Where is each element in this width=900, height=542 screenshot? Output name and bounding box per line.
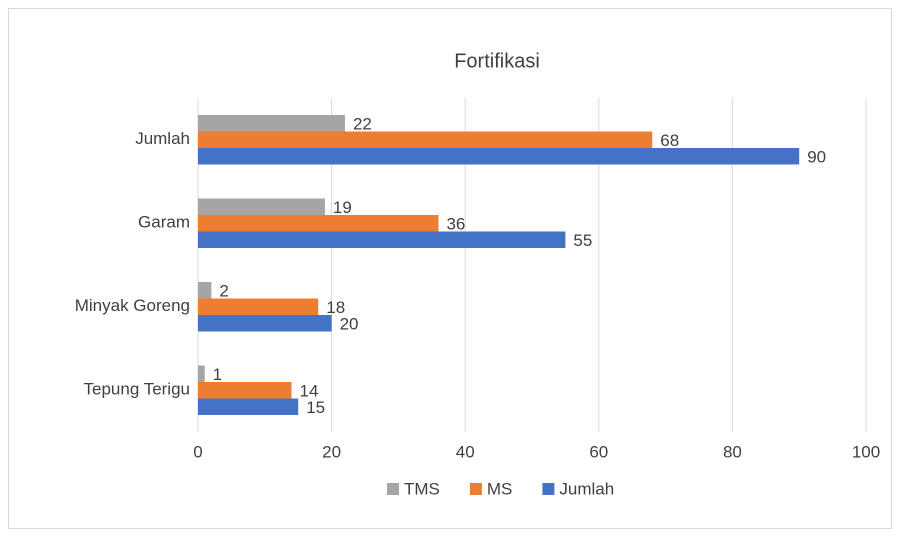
- chart-title: Fortifikasi: [454, 50, 540, 72]
- data-label: 2: [219, 282, 228, 301]
- bar: [198, 365, 205, 382]
- bar: [198, 131, 653, 148]
- legend-swatch: [469, 483, 482, 495]
- data-label: 18: [326, 298, 345, 317]
- x-tick-label: 60: [589, 442, 608, 461]
- y-tick-label: Minyak Goreng: [75, 296, 190, 315]
- data-label: 68: [660, 131, 679, 150]
- x-tick-label: 100: [852, 442, 880, 461]
- bar: [198, 382, 292, 399]
- x-tick-label: 80: [723, 442, 742, 461]
- bar: [198, 315, 332, 332]
- x-tick-label: 20: [322, 442, 341, 461]
- bar: [198, 231, 566, 248]
- data-label: 36: [446, 215, 465, 234]
- legend-swatch: [542, 483, 555, 495]
- data-label: 90: [807, 148, 826, 167]
- x-tick-label: 40: [456, 442, 475, 461]
- data-label: 15: [306, 398, 325, 417]
- bar: [198, 298, 319, 315]
- legend-swatch: [387, 483, 399, 495]
- data-label: 19: [333, 198, 352, 217]
- bar: [198, 282, 212, 299]
- data-label: 20: [340, 315, 359, 334]
- x-tick-label: 0: [193, 442, 202, 461]
- chart-border: [8, 8, 892, 529]
- bar: [198, 215, 439, 232]
- legend-label: TMS: [404, 479, 440, 498]
- y-tick-label: Garam: [138, 213, 190, 232]
- y-tick-label: Tepung Terigu: [84, 380, 191, 399]
- bar: [198, 198, 325, 215]
- data-label: 14: [300, 382, 319, 401]
- bar: [198, 398, 299, 415]
- legend-label: Jumlah: [559, 479, 614, 498]
- data-label: 55: [573, 231, 592, 250]
- bar: [198, 115, 345, 132]
- legend-label: MS: [487, 479, 513, 498]
- y-tick-label: Jumlah: [135, 129, 190, 148]
- bar: [198, 148, 800, 165]
- data-label: 22: [353, 115, 372, 134]
- data-label: 1: [213, 365, 222, 384]
